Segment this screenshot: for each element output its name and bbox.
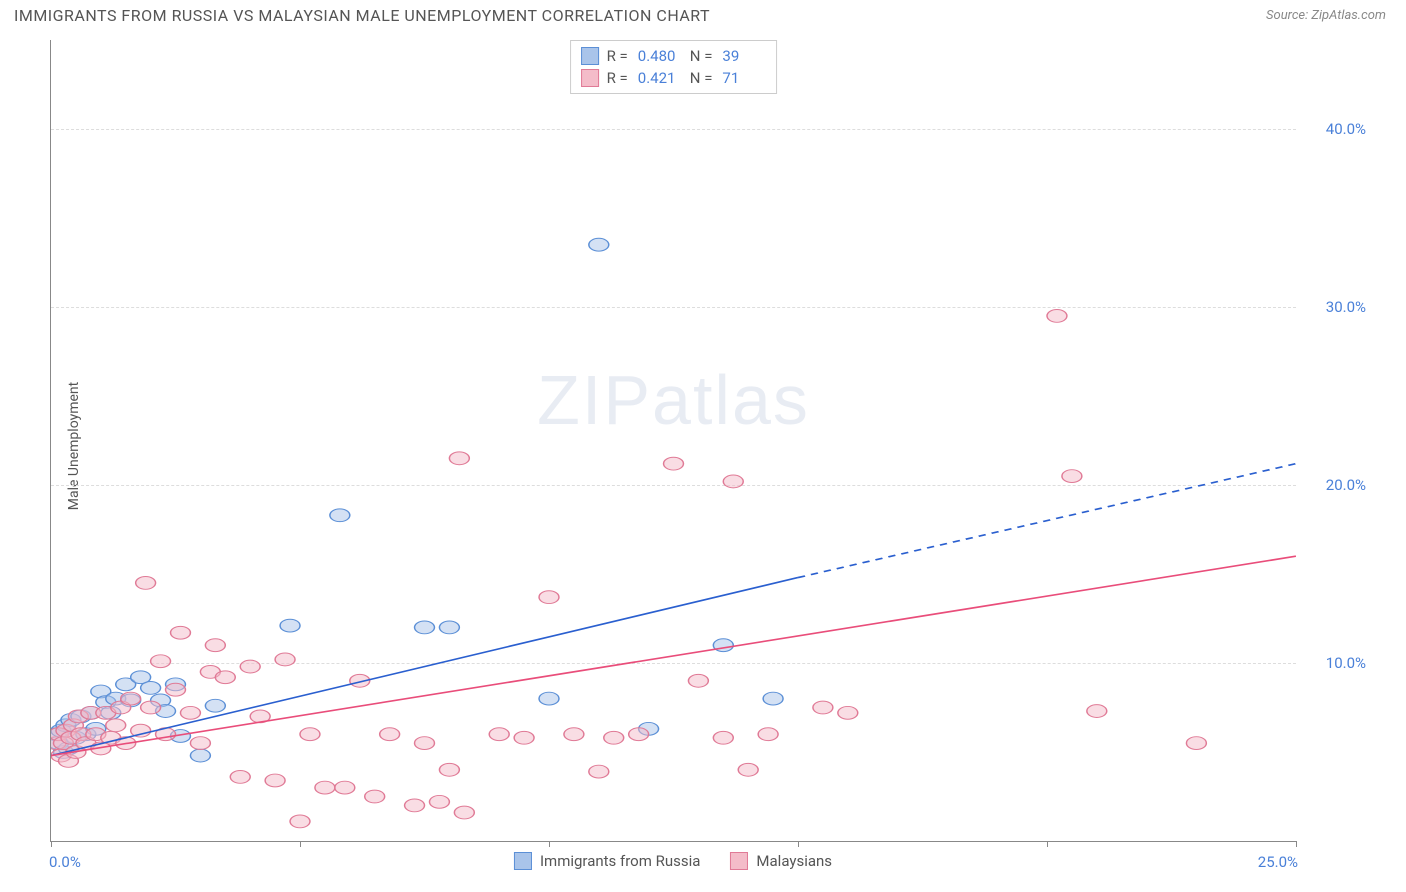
x-tick-label-min: 0.0% [49,853,81,871]
series-legend-label: Immigrants from Russia [540,852,700,870]
chart-container: ZIPatlas R =0.480N =39R =0.421N =71 10.0… [50,40,1296,842]
source-attribution: Source: ZipAtlas.com [1266,8,1386,23]
n-value: 71 [722,69,766,87]
trend-line [51,556,1296,755]
scatter-point [589,238,609,251]
scatter-point [380,728,400,741]
scatter-point [190,737,210,750]
scatter-point [449,452,469,465]
scatter-point [415,737,435,750]
scatter-point [589,765,609,778]
scatter-point [141,701,161,714]
scatter-point [1047,309,1067,322]
n-label: N = [690,47,713,65]
scatter-point [763,692,783,705]
scatter-point [1087,705,1107,718]
series-legend-item: Malaysians [730,852,832,870]
scatter-point [489,728,509,741]
x-tick-mark [549,841,550,847]
scatter-point [564,728,584,741]
scatter-point [215,671,235,684]
scatter-point [330,509,350,522]
scatter-point [405,799,425,812]
scatter-point [758,728,778,741]
scatter-point [265,774,285,787]
n-value: 39 [722,47,766,65]
scatter-point [106,719,126,732]
scatter-point [539,692,559,705]
scatter-point [713,731,733,744]
x-tick-mark [300,841,301,847]
scatter-point [604,731,624,744]
scatter-point [439,763,459,776]
y-tick-label: 20.0% [1306,476,1366,494]
scatter-point [171,626,191,639]
n-label: N = [690,69,713,87]
scatter-point [813,701,833,714]
legend-swatch [581,69,599,87]
r-label: R = [607,69,628,87]
scatter-point [539,591,559,604]
scatter-point [429,795,449,808]
scatter-point [415,621,435,634]
scatter-point [205,639,225,652]
scatter-point [230,771,250,784]
scatter-point [166,683,186,696]
correlation-legend-row: R = 0.421 N = 71 [581,67,767,89]
x-tick-label-max: 25.0% [1258,853,1298,871]
scatter-point [1186,737,1206,750]
scatter-point [240,660,260,673]
scatter-point [629,728,649,741]
scatter-point [838,706,858,719]
chart-header: IMMIGRANTS FROM RUSSIA VS MALAYSIAN MALE… [0,0,1406,29]
trend-line-extrapolated [798,464,1296,578]
x-tick-mark [798,841,799,847]
chart-title: IMMIGRANTS FROM RUSSIA VS MALAYSIAN MALE… [14,6,710,25]
scatter-point [275,653,295,666]
scatter-point [1062,470,1082,483]
scatter-point [454,806,474,819]
x-tick-mark [1296,841,1297,847]
scatter-point [738,763,758,776]
scatter-point [365,790,385,803]
scatter-point [723,475,743,488]
x-tick-mark [1047,841,1048,847]
y-tick-label: 40.0% [1306,120,1366,138]
scatter-plot-svg [51,40,1296,841]
legend-swatch [581,47,599,65]
r-value: 0.421 [638,69,682,87]
series-legend: Immigrants from Russia Malaysians [514,852,832,870]
legend-swatch [514,852,532,870]
scatter-point [439,621,459,634]
scatter-point [335,781,355,794]
scatter-point [180,706,200,719]
scatter-point [141,682,161,695]
scatter-point [151,655,171,668]
scatter-point [121,692,141,705]
scatter-point [514,731,534,744]
scatter-point [315,781,335,794]
scatter-point [290,815,310,828]
y-tick-label: 10.0% [1306,654,1366,672]
series-legend-label: Malaysians [756,852,832,870]
scatter-point [300,728,320,741]
x-tick-mark [51,841,52,847]
series-legend-item: Immigrants from Russia [514,852,700,870]
scatter-point [190,749,210,762]
scatter-point [205,699,225,712]
correlation-legend: R = 0.480 N = 39 R = 0.421 N = 71 [570,40,778,94]
plot-area: ZIPatlas R =0.480N =39R =0.421N =71 10.0… [50,40,1296,842]
r-label: R = [607,47,628,65]
legend-swatch [730,852,748,870]
scatter-point [664,457,684,470]
scatter-point [688,674,708,687]
scatter-point [136,576,156,589]
correlation-legend-row: R = 0.480 N = 39 [581,45,767,67]
r-value: 0.480 [638,47,682,65]
scatter-point [280,619,300,632]
y-tick-label: 30.0% [1306,298,1366,316]
